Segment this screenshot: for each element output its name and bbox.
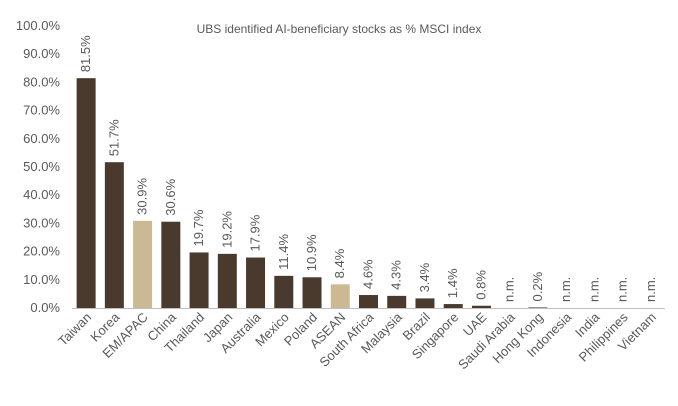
y-tick-label: 90.0% (23, 46, 60, 61)
data-label: n.m. (586, 277, 601, 302)
data-label: 0.2% (530, 271, 545, 301)
bar-south-africa (359, 295, 378, 308)
y-tick-label: 10.0% (23, 272, 60, 287)
data-label: 0.8% (473, 270, 488, 300)
bar-uae (471, 305, 491, 308)
y-tick-label: 100.0% (16, 18, 61, 33)
y-tick-label: 70.0% (23, 103, 60, 118)
y-tick-label: 80.0% (23, 74, 60, 89)
bar-china (161, 221, 181, 308)
bar-mexico (274, 275, 294, 308)
data-label: n.m. (615, 277, 630, 302)
data-label: 81.5% (78, 35, 93, 72)
data-label: 4.6% (361, 259, 376, 289)
bar-australia (246, 257, 266, 308)
bar-korea (104, 162, 124, 308)
data-label: n.m. (643, 277, 658, 302)
x-tick-label: Taiwan (55, 310, 94, 349)
chart-title: UBS identified AI-beneficiary stocks as … (197, 22, 482, 36)
data-label: 30.9% (135, 178, 150, 215)
bar-hong-kong (528, 307, 548, 309)
bar-asean (330, 284, 350, 308)
y-tick-label: 40.0% (23, 187, 60, 202)
y-tick-label: 60.0% (23, 131, 60, 146)
y-tick-label: 30.0% (23, 215, 60, 230)
bars (76, 78, 548, 309)
data-label: 19.7% (191, 209, 206, 246)
data-label: 19.2% (219, 211, 234, 248)
bar-malaysia (387, 295, 407, 308)
data-label: 4.3% (389, 260, 404, 290)
y-tick-label: 50.0% (23, 159, 60, 174)
data-label: 17.9% (248, 214, 263, 251)
data-label: 10.9% (304, 234, 319, 271)
data-label: 51.7% (106, 119, 121, 156)
data-label: 11.4% (276, 234, 291, 270)
data-label: n.m. (558, 277, 573, 302)
data-label: 30.6% (163, 178, 178, 215)
bar-thailand (189, 252, 209, 308)
bar-taiwan (76, 78, 96, 308)
y-tick-label: 0.0% (30, 300, 60, 315)
data-label: 3.4% (417, 262, 432, 292)
y-axis: 0.0% 10.0% 20.0% 30.0% 40.0% 50.0% 60.0% 70.0% 8… (16, 18, 61, 315)
bar-poland (302, 277, 322, 308)
x-axis: TaiwanKoreaEM/APACChinaThailandJapanAust… (55, 308, 665, 372)
data-label: n.m. (502, 277, 517, 302)
data-label: 1.4% (445, 268, 460, 298)
bar-brazil (415, 298, 435, 308)
y-tick-label: 20.0% (23, 244, 60, 259)
data-labels: 81.5% 51.7% 30.9% 30.6% 19.7% 19.2% 17.9% 11.4%… (78, 35, 658, 302)
bar-em-apac (133, 220, 153, 308)
data-label: 8.4% (332, 248, 347, 278)
bar-japan (217, 253, 237, 308)
bar-singapore (443, 304, 463, 308)
